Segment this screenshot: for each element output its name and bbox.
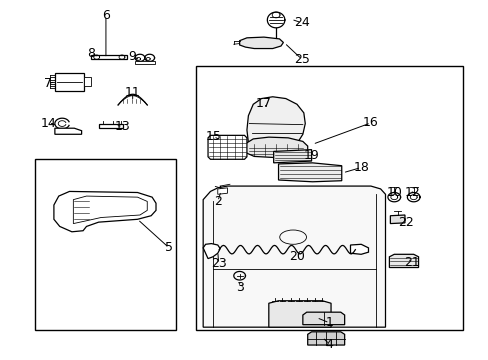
Text: 22: 22 xyxy=(397,216,413,229)
Text: 20: 20 xyxy=(288,250,305,263)
Text: 25: 25 xyxy=(293,53,309,66)
Polygon shape xyxy=(246,97,305,153)
Polygon shape xyxy=(99,123,122,128)
Polygon shape xyxy=(389,215,404,224)
Bar xyxy=(35,158,176,330)
Text: 13: 13 xyxy=(115,120,131,133)
Text: 6: 6 xyxy=(102,9,110,22)
Polygon shape xyxy=(54,192,156,232)
Text: 8: 8 xyxy=(87,47,95,60)
Polygon shape xyxy=(273,150,311,163)
Polygon shape xyxy=(268,301,330,327)
Text: 11: 11 xyxy=(124,86,140,99)
Polygon shape xyxy=(73,196,147,224)
Text: 18: 18 xyxy=(352,161,368,174)
Bar xyxy=(335,320,340,325)
Text: 14: 14 xyxy=(41,117,56,130)
Text: 17: 17 xyxy=(256,97,271,110)
Text: 5: 5 xyxy=(165,241,173,255)
Text: 21: 21 xyxy=(404,256,419,269)
Text: 10: 10 xyxy=(386,186,401,199)
Text: 9: 9 xyxy=(128,50,136,63)
Text: 3: 3 xyxy=(235,281,243,294)
Text: 7: 7 xyxy=(43,77,51,90)
Polygon shape xyxy=(239,37,283,49)
Bar xyxy=(313,320,318,325)
Text: 4: 4 xyxy=(325,338,333,351)
Polygon shape xyxy=(55,128,81,134)
Text: 23: 23 xyxy=(210,257,226,270)
Polygon shape xyxy=(55,73,84,91)
Polygon shape xyxy=(203,244,220,258)
Polygon shape xyxy=(134,62,155,64)
Polygon shape xyxy=(350,244,368,254)
Polygon shape xyxy=(388,254,418,267)
Polygon shape xyxy=(278,163,341,182)
Polygon shape xyxy=(207,135,246,159)
Text: 1: 1 xyxy=(325,316,333,329)
Text: 16: 16 xyxy=(362,116,378,129)
Polygon shape xyxy=(217,188,227,194)
Polygon shape xyxy=(84,77,91,86)
Bar xyxy=(305,320,310,325)
Text: 15: 15 xyxy=(205,130,221,143)
Polygon shape xyxy=(244,137,307,157)
Polygon shape xyxy=(91,55,126,59)
Polygon shape xyxy=(203,186,385,327)
Text: 24: 24 xyxy=(293,16,309,29)
Bar xyxy=(328,320,333,325)
Polygon shape xyxy=(307,332,344,345)
Text: 2: 2 xyxy=(213,195,221,208)
Bar xyxy=(196,66,462,330)
Polygon shape xyxy=(302,312,344,325)
Text: 19: 19 xyxy=(303,149,319,162)
Text: 12: 12 xyxy=(404,186,419,199)
